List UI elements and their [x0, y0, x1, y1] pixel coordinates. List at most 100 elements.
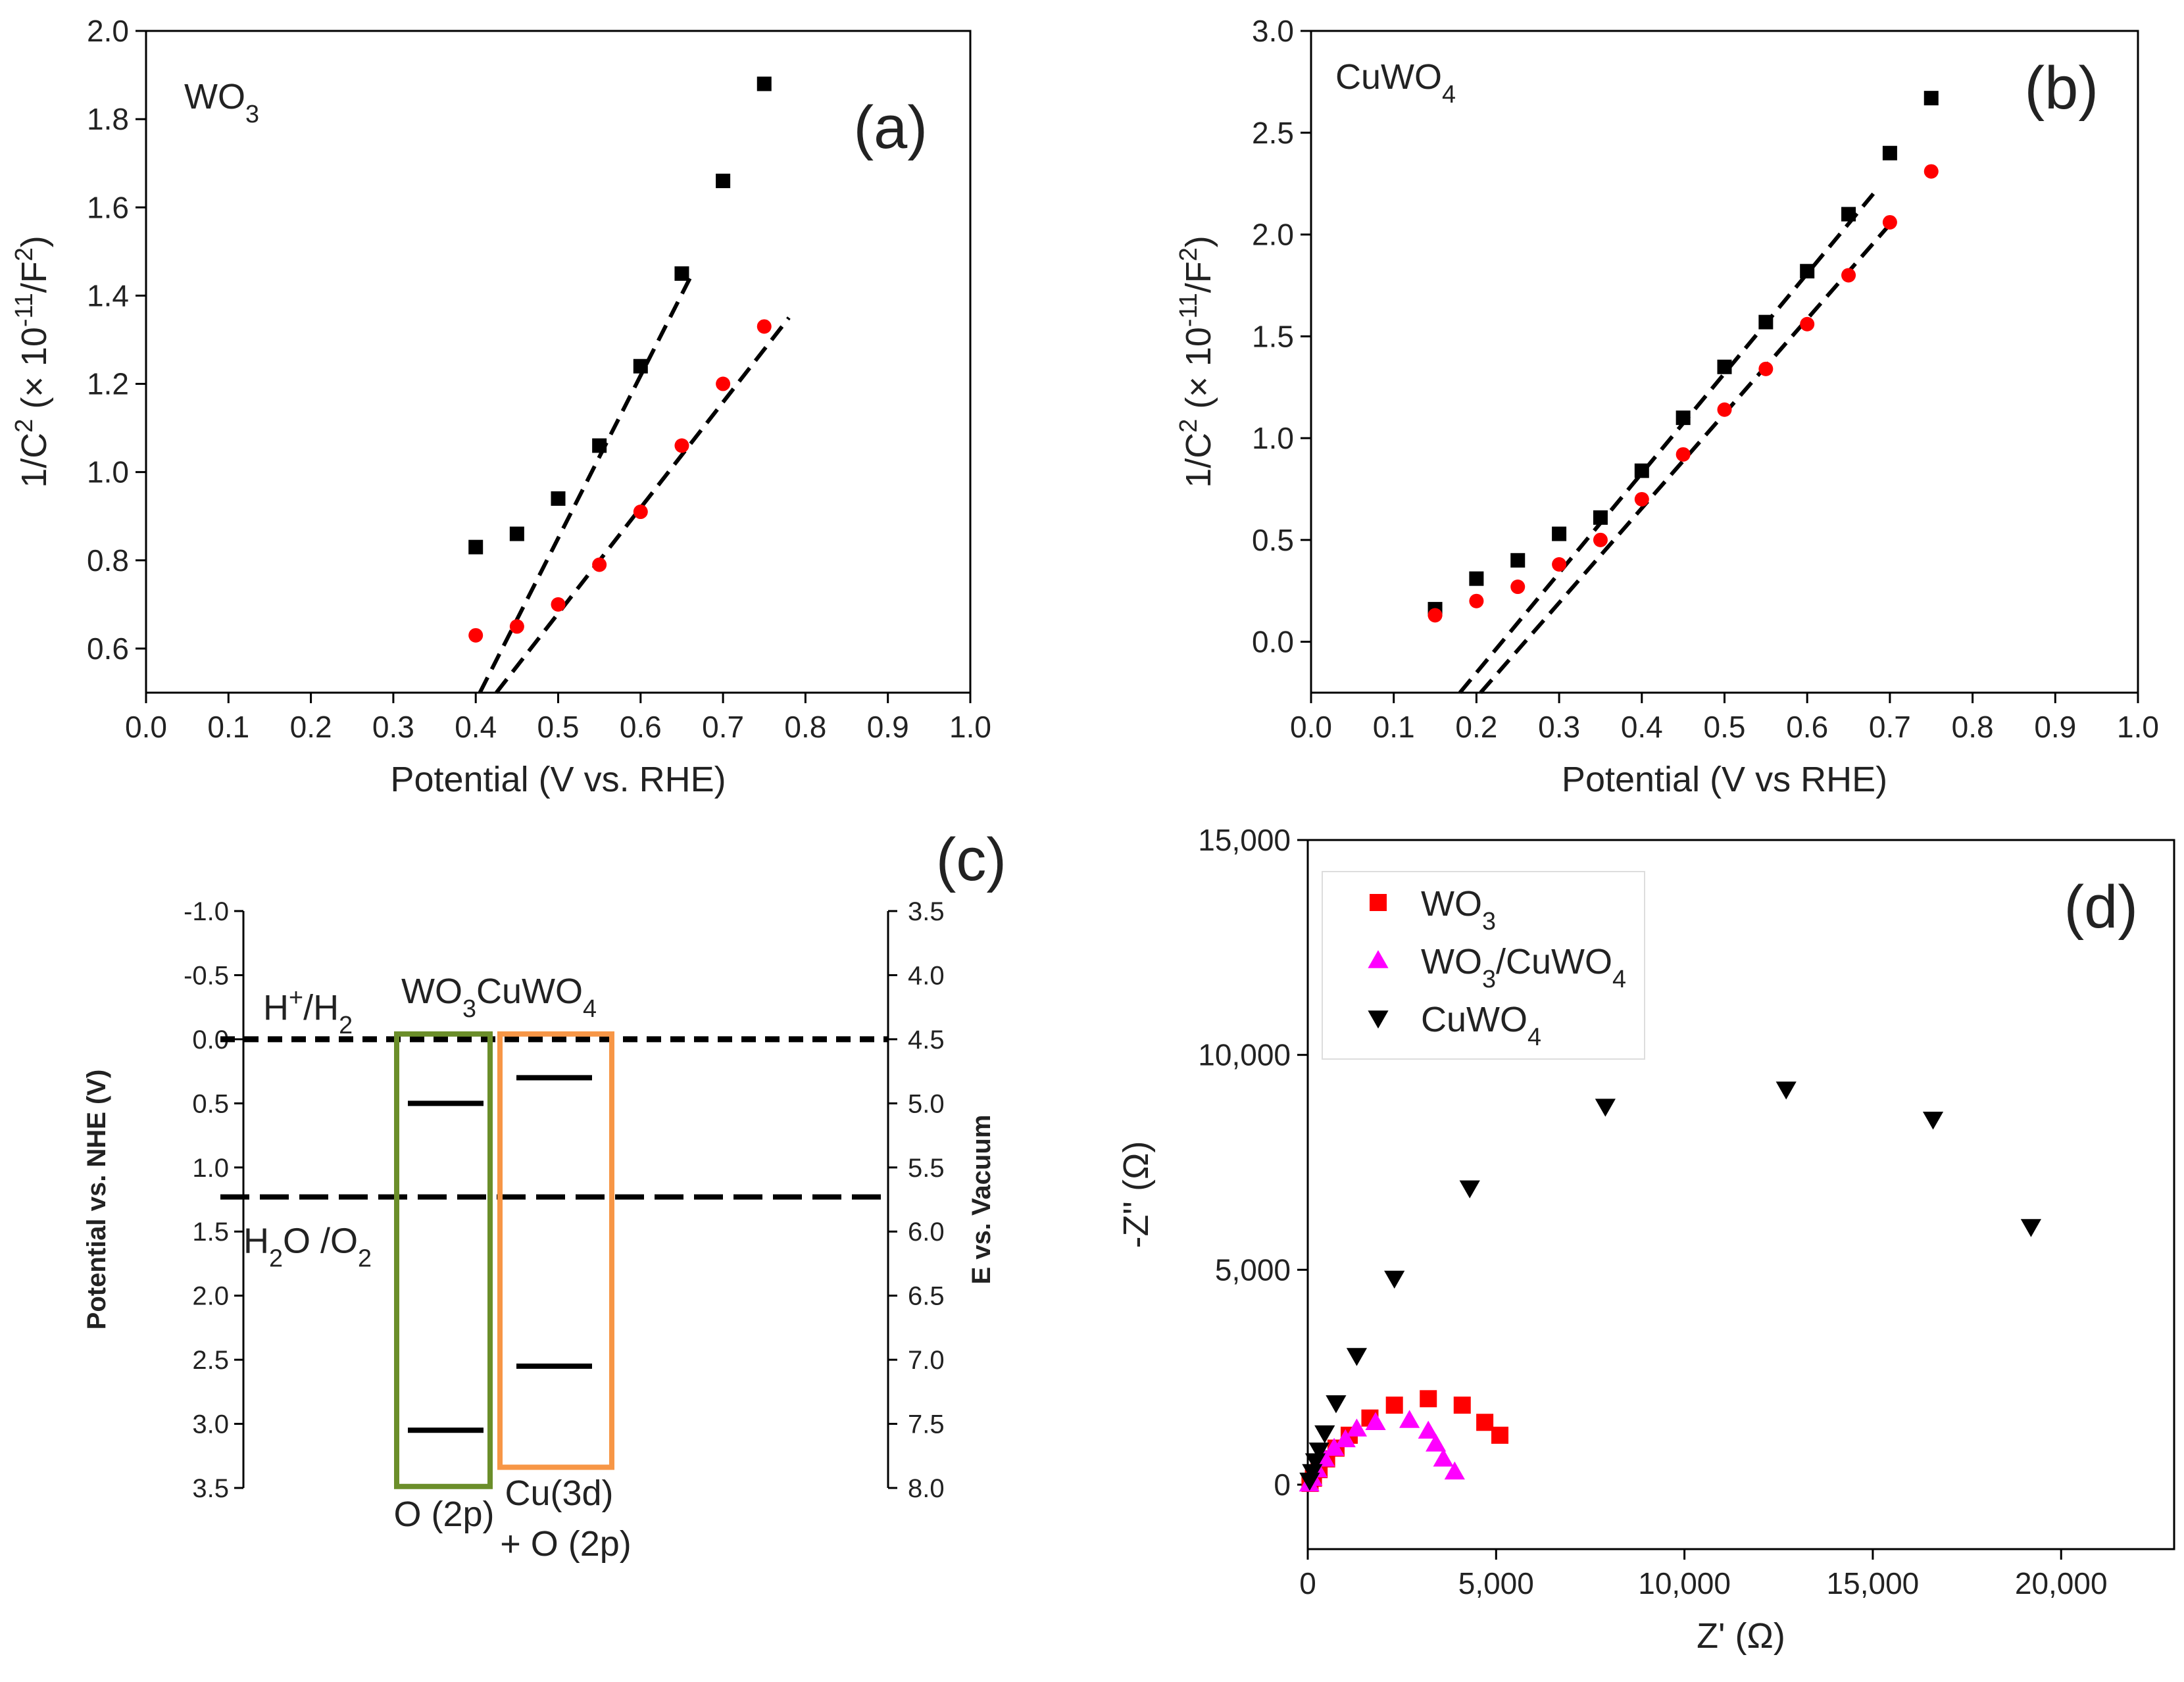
panel-label: (b) — [2025, 55, 2098, 122]
panel-label: (d) — [2064, 874, 2138, 941]
y-tick-label: 5,000 — [1215, 1252, 1291, 1287]
x-tick-label: 0.8 — [784, 710, 826, 744]
data-point — [468, 539, 484, 555]
data-point — [633, 505, 648, 520]
x-axis-label: Z' (Ω) — [1697, 1616, 1785, 1656]
y-tick-label: 1.0 — [1252, 421, 1294, 455]
plot-frame — [1306, 839, 2175, 1550]
panel-d: 0 5,000 10,000 15,000 20,000 0 5,000 10,000 15,0… — [1116, 823, 2175, 1656]
x-axis-label: Potential (V vs RHE) — [1562, 760, 1887, 799]
right-tick-label: 3.5 — [908, 897, 945, 926]
cu3d-box — [497, 1031, 614, 1470]
x-tick-label: 0 — [1299, 1566, 1316, 1600]
data-point — [674, 438, 689, 453]
inset-label: WO3 — [184, 77, 259, 128]
x-tick-label: 0.7 — [1869, 710, 1911, 744]
data-point — [1335, 1429, 1356, 1448]
data-point — [1426, 1433, 1447, 1452]
data-point — [1717, 359, 1732, 374]
y-tick-label: 1.6 — [87, 190, 129, 224]
data-point — [1469, 571, 1484, 586]
data-point — [633, 359, 648, 374]
data-point — [1923, 164, 1939, 179]
data-point — [1758, 361, 1774, 376]
y-tick-label: 0.6 — [87, 631, 129, 666]
panel-c: -1.0-0.50.00.51.01.52.02.53.03.53.54.04.… — [82, 826, 1006, 1564]
x-tick-label: 0.5 — [537, 710, 580, 744]
x-tick-label: 0.3 — [372, 710, 414, 744]
left-tick-label: 0.5 — [192, 1089, 229, 1118]
x-tick-label: 0.5 — [1704, 710, 1746, 744]
data-point — [1552, 557, 1567, 572]
data-point — [509, 619, 524, 634]
data-point — [551, 597, 566, 612]
x-tick-label: 0.4 — [1621, 710, 1663, 744]
data-point — [468, 628, 484, 643]
data-point — [1491, 1426, 1509, 1444]
legend-label: CuWO4 — [1421, 1000, 1541, 1051]
x-tick-label: 0.0 — [1290, 710, 1332, 744]
panel-label: (c) — [936, 826, 1006, 893]
legend-label: WO3 — [1421, 884, 1496, 935]
left-axis-label: Potential vs. NHE (V) — [82, 1070, 111, 1330]
data-point — [1775, 1081, 1797, 1100]
y-tick-label: 1.4 — [87, 278, 129, 312]
x-tick-label: 0.0 — [125, 710, 167, 744]
data-point — [716, 174, 731, 189]
left-tick-label: -0.5 — [184, 961, 229, 990]
data-point — [1593, 532, 1608, 547]
data-point — [1593, 510, 1608, 525]
left-tick-label: 2.5 — [192, 1346, 229, 1375]
right-tick-label: 8.0 — [908, 1474, 945, 1503]
y-tick-label: 1.5 — [1252, 319, 1294, 353]
data-point — [1923, 91, 1939, 106]
data-point — [1476, 1414, 1494, 1431]
data-point — [1510, 580, 1526, 595]
y-tick-label: 3.0 — [1252, 14, 1294, 48]
data-point — [1444, 1461, 1465, 1480]
x-tick-label: 0.1 — [207, 710, 249, 744]
data-point — [592, 438, 607, 453]
data-point — [1882, 214, 1897, 230]
data-point — [1595, 1099, 1616, 1117]
data-point — [1510, 553, 1526, 568]
x-tick-label: 0.8 — [1952, 710, 1994, 744]
data-point — [1634, 491, 1649, 507]
data-point — [1459, 1180, 1480, 1199]
y-tick-label: 2.5 — [1252, 116, 1294, 150]
x-tick-label: 0.9 — [2034, 710, 2076, 744]
x-tick-label: 0.2 — [290, 710, 332, 744]
legend-marker — [1370, 894, 1387, 911]
panel-b: 0.0 0.1 0.2 0.3 0.4 0.5 0.6 0.7 0.8 0.9 1.0 0.0 0.5 1… — [1175, 14, 2159, 799]
data-point — [1385, 1397, 1403, 1414]
y-tick-label: 0.0 — [1252, 625, 1294, 659]
data-point — [1326, 1395, 1347, 1414]
x-tick-label: 0.2 — [1455, 710, 1497, 744]
x-tick-label: 15,000 — [1827, 1566, 1920, 1600]
legend: WO3 WO3/CuWO4 CuWO4 — [1322, 871, 1645, 1060]
x-tick-label: 1.0 — [949, 710, 991, 744]
right-tick-label: 7.0 — [908, 1346, 945, 1375]
inset-label: CuWO4 — [1335, 57, 1456, 109]
data-point — [1800, 316, 1815, 332]
right-tick-label: 6.5 — [908, 1282, 945, 1311]
left-tick-label: -1.0 — [184, 897, 229, 926]
right-axis-label: E vs. Vacuum — [967, 1115, 996, 1285]
right-tick-label: 5.0 — [908, 1089, 945, 1118]
x-tick-label: 0.3 — [1538, 710, 1580, 744]
data-point — [2020, 1219, 2042, 1237]
right-tick-label: 4.5 — [908, 1026, 945, 1054]
y-tick-label: 0.5 — [1252, 523, 1294, 557]
h-h2-label: H+/H2 — [263, 984, 353, 1039]
left-tick-label: 2.0 — [192, 1282, 229, 1311]
plot-frame — [145, 30, 972, 694]
y-tick-label: 1.2 — [87, 367, 129, 401]
data-point — [551, 491, 566, 506]
data-point — [1758, 314, 1774, 330]
data-point — [1427, 608, 1443, 623]
data-point — [1634, 463, 1649, 478]
right-tick-label: 7.5 — [908, 1410, 945, 1439]
x-tick-label: 0.9 — [867, 710, 909, 744]
o2p-box — [394, 1031, 493, 1489]
